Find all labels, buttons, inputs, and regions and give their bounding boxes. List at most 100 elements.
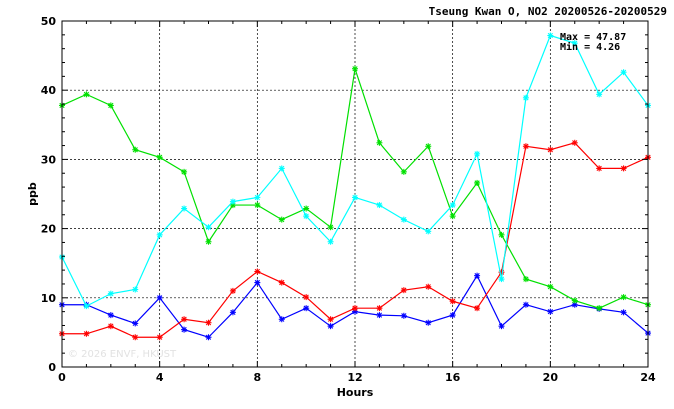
- data-point: [596, 305, 603, 312]
- data-point: [449, 202, 456, 209]
- data-point: [376, 202, 383, 209]
- data-point: [181, 205, 188, 212]
- data-point: [571, 297, 578, 304]
- data-point: [474, 305, 481, 312]
- data-point: [352, 65, 358, 72]
- data-point: [132, 286, 139, 293]
- data-point: [132, 320, 139, 327]
- chart-title: Tseung Kwan O, NO2 20200526-20200529: [429, 5, 667, 18]
- data-point: [156, 154, 163, 161]
- x-tick-label: 8: [254, 371, 262, 384]
- data-point: [400, 168, 407, 175]
- data-point: [620, 69, 627, 76]
- data-point: [132, 334, 139, 341]
- data-point: [596, 91, 603, 98]
- data-point: [83, 330, 90, 337]
- data-point: [522, 276, 529, 283]
- data-point: [620, 294, 627, 301]
- series-3: [59, 32, 651, 310]
- data-point: [107, 290, 114, 297]
- data-point: [327, 238, 334, 245]
- data-point: [498, 231, 505, 238]
- data-point: [156, 334, 163, 341]
- x-tick-label: 24: [640, 371, 656, 384]
- data-point: [83, 91, 90, 98]
- data-point: [449, 298, 456, 305]
- series-layer: [59, 32, 651, 341]
- data-point: [547, 308, 554, 315]
- data-point: [156, 294, 163, 301]
- x-axis-label: Hours: [337, 386, 374, 399]
- y-tick-labels: 0 10 20 30 40 50: [41, 15, 57, 374]
- data-point: [181, 316, 188, 323]
- data-point: [278, 165, 285, 172]
- data-point: [254, 279, 261, 286]
- y-tick-label: 0: [48, 361, 56, 374]
- y-tick-label: 10: [41, 292, 57, 305]
- series-line: [61, 68, 649, 309]
- data-point: [571, 40, 578, 47]
- data-point: [327, 224, 334, 231]
- data-point: [83, 303, 90, 310]
- data-point: [498, 323, 505, 330]
- data-point: [229, 309, 236, 316]
- data-point: [132, 146, 139, 153]
- data-point: [278, 316, 285, 323]
- y-tick-label: 20: [41, 223, 57, 236]
- data-point: [376, 312, 383, 319]
- data-point: [425, 228, 432, 235]
- data-point: [181, 168, 188, 175]
- data-point: [205, 238, 212, 245]
- x-tick-labels: 0 4 8 12 16 20 24: [58, 371, 656, 384]
- data-point: [376, 305, 383, 312]
- data-point: [376, 139, 383, 146]
- data-point: [278, 279, 285, 286]
- grid-lines: [62, 21, 648, 367]
- data-point: [474, 179, 481, 186]
- y-tick-label: 50: [41, 15, 57, 28]
- data-point: [474, 272, 481, 279]
- x-tick-label: 4: [156, 371, 164, 384]
- data-point: [522, 301, 529, 308]
- data-point: [205, 319, 212, 326]
- data-point: [327, 323, 334, 330]
- data-point: [425, 283, 432, 290]
- data-point: [205, 334, 212, 341]
- data-point: [522, 94, 529, 101]
- data-point: [303, 294, 310, 301]
- data-point: [229, 287, 236, 294]
- data-point: [596, 165, 603, 172]
- data-point: [547, 283, 554, 290]
- x-tick-label: 12: [347, 371, 362, 384]
- data-point: [181, 326, 188, 333]
- data-point: [522, 143, 529, 150]
- data-point: [107, 102, 114, 109]
- data-point: [352, 305, 358, 312]
- data-point: [400, 287, 407, 294]
- data-point: [205, 224, 212, 231]
- y-tick-label: 30: [41, 153, 57, 166]
- data-point: [474, 150, 481, 157]
- data-point: [620, 309, 627, 316]
- data-point: [400, 312, 407, 319]
- data-point: [303, 305, 310, 312]
- max-stat: Max = 47.87: [560, 32, 626, 43]
- data-point: [156, 231, 163, 238]
- data-point: [278, 216, 285, 223]
- min-stat: Min = 4.26: [560, 41, 620, 53]
- data-point: [303, 213, 310, 220]
- x-tick-label: 16: [445, 371, 461, 384]
- y-axis-label: ppb: [26, 182, 39, 206]
- data-point: [254, 268, 261, 275]
- data-point: [547, 146, 554, 153]
- data-point: [352, 194, 358, 201]
- data-point: [303, 205, 310, 212]
- data-point: [229, 198, 236, 205]
- x-tick-label: 20: [543, 371, 559, 384]
- data-point: [425, 143, 432, 150]
- data-point: [449, 213, 456, 220]
- data-point: [254, 202, 261, 209]
- x-tick-label: 0: [58, 371, 66, 384]
- watermark: © 2026 ENVF, HKUST: [68, 349, 177, 360]
